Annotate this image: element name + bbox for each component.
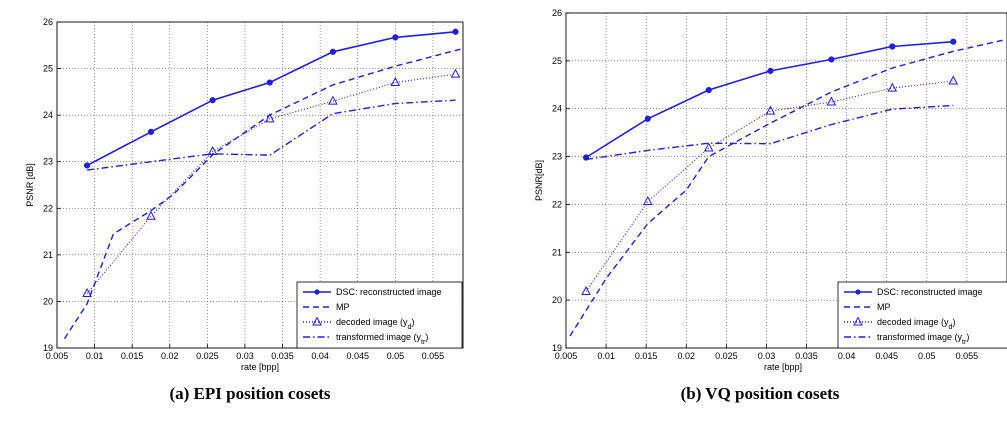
x-tick-label: 0.04 (311, 351, 329, 361)
data-point-dot (209, 97, 216, 104)
legend-swatch-triangle (312, 316, 322, 326)
data-point-triangle (642, 195, 653, 206)
series-group (569, 38, 1007, 337)
y-axis-label: PSNR[dB] (534, 160, 544, 201)
y-tick-label: 21 (43, 250, 53, 260)
x-tick-label: 0.04 (838, 351, 856, 361)
data-point-triangle (826, 96, 837, 106)
data-point-dot (147, 128, 155, 136)
x-tick-label: 0.02 (161, 351, 179, 361)
x-tick-label: 0.03 (758, 351, 776, 361)
y-tick-label: 22 (43, 203, 53, 213)
y-tick-label: 26 (43, 17, 53, 27)
data-point-triangle (450, 68, 461, 78)
series-line-2 (569, 38, 1007, 337)
y-tick-label: 23 (552, 152, 562, 162)
x-tick-label: 0.025 (196, 351, 219, 361)
x-tick-label: 0.05 (918, 351, 936, 361)
x-axis-label: rate [bpp] (764, 362, 802, 372)
chart-vq: 0.005 0.01 0.015 0.02 0.025 0.03 0.035 0.04 0.04… (534, 8, 1007, 372)
x-tick-label: 0.03 (236, 351, 254, 361)
series-line-4 (87, 99, 456, 171)
data-point-dot (828, 56, 835, 63)
data-point-triangle (887, 82, 898, 92)
y-tick-label: 22 (552, 199, 562, 209)
plot-frame (56, 21, 464, 349)
data-point-dot (950, 38, 957, 45)
data-point-dot (889, 43, 896, 50)
x-tick-label: 0.045 (875, 351, 898, 361)
x-tick-label: 0.055 (422, 351, 445, 361)
y-tick-label: 24 (43, 110, 53, 120)
x-tick-label: 0.035 (795, 351, 818, 361)
data-point-triangle (390, 76, 401, 87)
data-point-dot (83, 162, 91, 169)
series-group (63, 28, 463, 340)
data-point-dot (705, 86, 712, 94)
data-point-triangle (765, 105, 776, 115)
x-tick-label: 0.01 (597, 351, 615, 361)
caption-epi: (a) EPI position cosets (169, 384, 331, 403)
data-point-triangle (328, 95, 338, 105)
x-tick-label: 0.01 (86, 351, 104, 361)
data-point-dot (392, 34, 399, 41)
x-tick-label: 0.05 (387, 351, 405, 361)
data-point-triangle (82, 287, 92, 298)
x-tick-label: 0.015 (121, 351, 144, 361)
data-point-triangle (581, 285, 591, 296)
series-line-4 (585, 104, 954, 161)
data-point-dot (452, 28, 459, 35)
x-tick-label: 0.045 (346, 351, 369, 361)
series-line-3 (86, 73, 456, 294)
y-tick-label: 23 (43, 157, 53, 167)
data-point-triangle (146, 210, 156, 220)
x-tick-label: 0.005 (46, 351, 69, 361)
y-axis-label: PSNR [dB] (25, 163, 35, 207)
plot-frame (565, 12, 1007, 349)
y-tick-label: 26 (552, 8, 562, 18)
legend-label: DSC: reconstructed image (877, 287, 983, 297)
legend-label: DSC: reconstructed image (336, 287, 442, 297)
x-tick-label: 0.055 (956, 351, 979, 361)
data-point-dot (644, 115, 651, 122)
chart-epi: 0.005 0.01 0.015 0.02 0.025 0.03 0.035 0.04 0.04… (25, 17, 464, 372)
y-tick-label: 25 (43, 64, 53, 74)
data-point-dot (767, 67, 774, 75)
x-tick-label: 0.005 (555, 351, 578, 361)
y-tick-label: 20 (43, 296, 53, 306)
x-tick-label: 0.025 (715, 351, 738, 361)
y-tick-label: 25 (552, 56, 562, 66)
data-point-triangle (948, 75, 959, 85)
y-tick-label: 19 (552, 343, 562, 353)
data-point-triangle (264, 113, 275, 123)
y-tick-label: 19 (43, 343, 53, 353)
legend-label: MP (336, 302, 350, 312)
x-tick-label: 0.035 (271, 351, 294, 361)
legend-swatch-dot (314, 289, 320, 295)
legend-label: MP (877, 302, 891, 312)
x-tick-label: 0.02 (678, 351, 696, 361)
legend-box (837, 281, 1007, 349)
y-tick-label: 20 (552, 295, 562, 305)
legend-swatch-triangle (853, 316, 863, 326)
legend-swatch-dot (855, 289, 861, 295)
y-tick-label: 21 (552, 247, 562, 257)
caption-vq: (b) VQ position cosets (680, 384, 840, 403)
y-tick-label: 24 (552, 104, 562, 114)
x-axis-label: rate [bpp] (241, 362, 279, 372)
x-tick-label: 0.015 (635, 351, 658, 361)
data-point-triangle (703, 142, 714, 152)
data-point-dot (266, 79, 273, 86)
data-point-dot (329, 48, 337, 55)
